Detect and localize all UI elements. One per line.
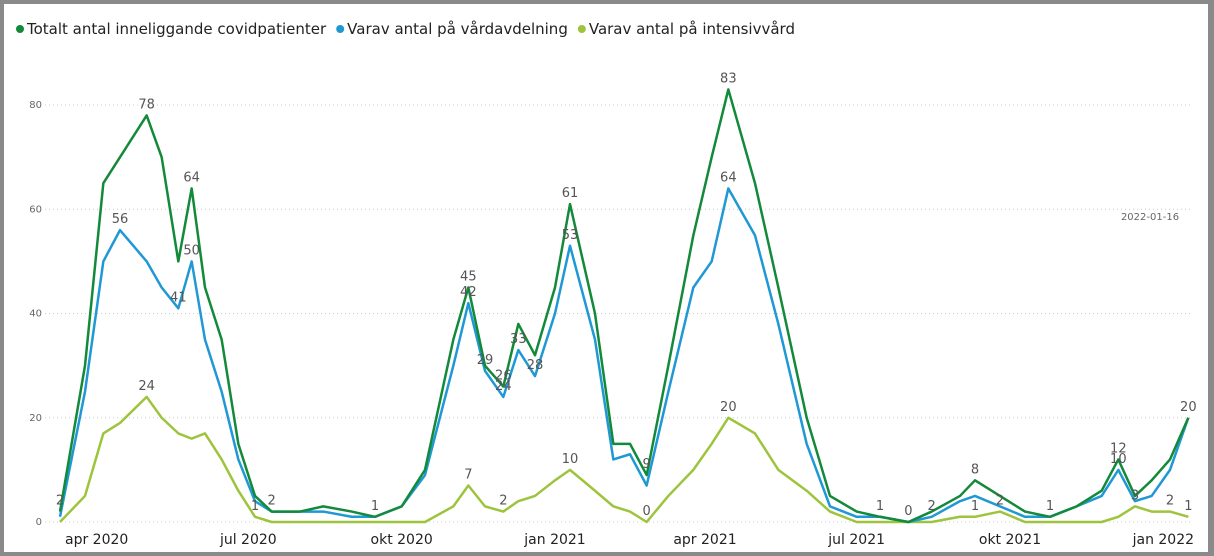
data-label: 29 <box>477 353 494 368</box>
x-tick-label: jul 2020 <box>219 532 277 548</box>
legend-label: Totalt antal inneliggande covidpatienter <box>26 20 327 38</box>
data-label: 20 <box>720 400 737 415</box>
data-label: 2 <box>1166 494 1174 509</box>
x-tick-label: jan 2022 <box>1132 532 1194 548</box>
legend-marker <box>336 25 345 33</box>
data-label: 28 <box>527 358 544 373</box>
data-label: 41 <box>170 290 187 305</box>
data-label: 8 <box>971 462 979 477</box>
x-tick-label: okt 2020 <box>371 532 433 548</box>
legend-label: Varav antal på vårdavdelning <box>347 20 568 38</box>
x-tick-label: apr 2020 <box>65 532 128 548</box>
legend-marker <box>577 25 586 33</box>
series-line <box>59 395 1189 524</box>
series-line <box>58 187 1190 524</box>
y-tick-label: 40 <box>29 309 42 320</box>
data-label: 20 <box>1180 400 1197 415</box>
annotation: 2022-01-16 <box>1121 212 1179 223</box>
data-label: 1 <box>1184 499 1192 514</box>
data-label: 9 <box>643 457 651 472</box>
series-line <box>58 88 1190 524</box>
data-label: 2 <box>268 494 276 509</box>
data-label: 2 <box>499 494 507 509</box>
data-label: 1 <box>371 499 379 514</box>
data-label: 64 <box>183 170 200 185</box>
y-tick-label: 20 <box>29 413 42 424</box>
legend-marker <box>16 25 24 33</box>
data-label: 83 <box>720 71 737 86</box>
data-label: 1 <box>876 499 884 514</box>
y-tick-label: 60 <box>29 204 42 215</box>
data-label: 78 <box>138 97 155 112</box>
data-label: 3 <box>1131 488 1139 503</box>
y-tick-label: 80 <box>29 100 42 111</box>
x-tick-label: apr 2021 <box>673 532 736 548</box>
data-label: 0 <box>643 504 651 519</box>
data-label: 0 <box>904 504 912 519</box>
data-label: 56 <box>112 212 129 227</box>
x-tick-label: jul 2021 <box>827 532 885 548</box>
data-label: 53 <box>562 228 579 243</box>
legend-label: Varav antal på intensivvård <box>589 20 795 38</box>
panel <box>4 4 1208 552</box>
y-tick-label: 0 <box>36 517 42 528</box>
data-label: 61 <box>562 186 579 201</box>
data-label: 64 <box>720 170 737 185</box>
data-label: 45 <box>460 269 477 284</box>
data-label: 1 <box>971 499 979 514</box>
data-label: 12 <box>1110 441 1127 456</box>
data-label: 10 <box>562 452 579 467</box>
data-label: 24 <box>138 379 155 394</box>
data-label: 1 <box>1046 499 1054 514</box>
data-label: 1 <box>251 499 259 514</box>
data-label: 2 <box>928 499 936 514</box>
data-label: 50 <box>183 243 200 258</box>
x-tick-label: okt 2021 <box>979 532 1041 548</box>
data-label: 33 <box>510 332 527 347</box>
data-label: 7 <box>464 468 472 483</box>
data-label: 10 <box>1110 452 1127 467</box>
data-label: 42 <box>460 285 477 300</box>
data-label: 2 <box>56 494 64 509</box>
x-tick-label: jan 2021 <box>523 532 585 548</box>
data-label: 26 <box>495 368 512 383</box>
data-label: 24 <box>495 379 512 394</box>
data-label: 2 <box>996 494 1004 509</box>
